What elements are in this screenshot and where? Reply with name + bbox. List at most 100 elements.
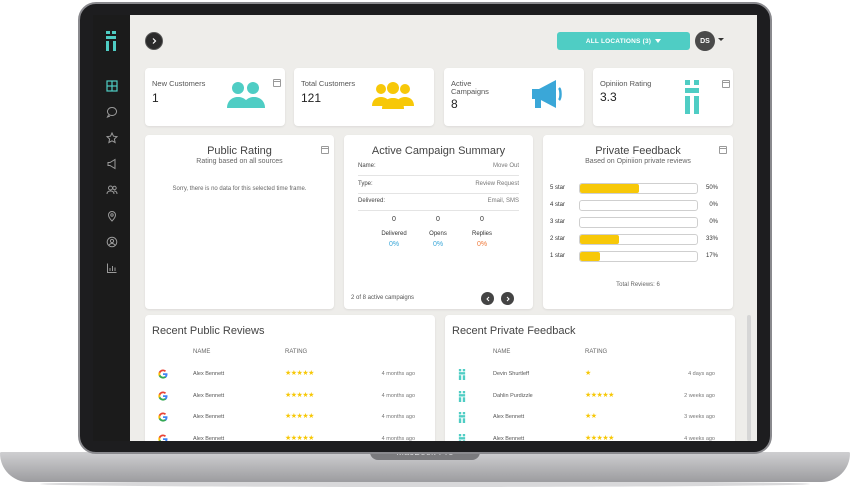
opiniion-logo-icon (458, 412, 468, 423)
reviewer-name: Dahlin Purdizzle (493, 392, 533, 399)
bar-percent: 50% (705, 185, 718, 191)
laptop-shadow (40, 481, 810, 487)
review-time: 2 weeks ago (684, 392, 715, 399)
sidebar-item-reviews[interactable] (93, 126, 130, 150)
collapse-sidebar-button[interactable] (145, 32, 163, 50)
campaign-row-name: Name: Move Out (358, 159, 519, 176)
table-row[interactable]: Alex Bennett ★★★★★ 4 months ago (145, 430, 435, 442)
opiniion-logo-icon[interactable] (104, 31, 118, 51)
reviewer-name: Alex Bennett (193, 414, 225, 420)
row-key: Name: (358, 163, 376, 169)
row-key: Type: (358, 181, 373, 187)
reviewer-name: Alex Bennett (193, 435, 225, 442)
opiniion-logo-icon (458, 369, 468, 380)
stat-card-active-campaigns: Active Campaigns 8 (444, 68, 584, 126)
opiniion-logo-icon (685, 80, 699, 114)
bar-percent: 0% (709, 202, 718, 208)
bar-percent: 0% (709, 219, 718, 225)
sidebar-item-reports[interactable] (93, 256, 130, 280)
user-circle-icon (106, 236, 117, 248)
chevron-right-icon (506, 296, 510, 301)
calendar-icon[interactable] (321, 146, 329, 154)
group-icon (372, 82, 414, 109)
next-campaign-button[interactable] (501, 292, 514, 305)
review-time: 4 months ago (381, 392, 415, 399)
campaign-pager-text: 2 of 8 active campaigns (351, 295, 415, 301)
avatar[interactable]: DS (695, 31, 715, 51)
metric-percent: 0% (388, 241, 400, 248)
top-bar: ALL LOCATIONS (3) DS (130, 15, 757, 67)
star-rating: ★★★★★ (285, 434, 314, 442)
calendar-icon[interactable] (722, 80, 730, 88)
reviewer-name: Devin Shurtleff (493, 371, 529, 377)
table-row[interactable]: Alex Bennett ★★★★★ 4 months ago (145, 387, 435, 408)
recent-public-reviews-panel: Recent Public Reviews NAME RATING Alex B… (145, 315, 435, 441)
calendar-icon[interactable] (719, 146, 727, 154)
row-key: Delivered: (358, 198, 386, 204)
star-rating: ★★★★★ (585, 434, 614, 442)
metric-label: Delivered (381, 231, 407, 237)
panel-title: Public Rating (207, 145, 272, 157)
empty-state-message: Sorry, there is no data for this selecte… (172, 186, 307, 192)
bar-label: 3 star (550, 219, 566, 225)
sidebar-item-campaigns[interactable] (93, 152, 130, 176)
bar-label: 1 star (550, 253, 566, 259)
prev-campaign-button[interactable] (481, 292, 494, 305)
panel-title: Recent Private Feedback (452, 325, 576, 337)
sidebar-item-profile[interactable] (93, 230, 130, 254)
campaign-row-type: Type: Review Request (358, 177, 519, 194)
star-rating: ★★★★★ (585, 391, 614, 399)
star-rating: ★★★★★ (285, 413, 314, 420)
stat-card-opiniion-rating: Opiniion Rating 3.3 (593, 68, 733, 126)
sidebar-item-locations[interactable] (93, 204, 130, 228)
table-row[interactable]: Alex Bennett ★★★★★ 4 months ago (145, 365, 435, 386)
chevron-right-icon (152, 38, 157, 44)
recent-private-feedback-panel: Recent Private Feedback NAME RATING Devi… (445, 315, 735, 441)
stat-value: 1 (152, 91, 159, 105)
column-header-rating: RATING (285, 349, 308, 355)
table-row[interactable]: Devin Shurtleff ★ 4 days ago (445, 365, 735, 386)
campaign-summary-panel: Active Campaign Summary Name: Move Out T… (344, 135, 533, 309)
stat-label: Active Campaigns (451, 79, 489, 96)
sidebar-item-customers[interactable] (93, 178, 130, 202)
sidebar-item-dashboard[interactable] (93, 74, 130, 98)
reviewer-name: Alex Bennett (493, 435, 525, 442)
table-row[interactable]: Alex Bennett ★★ 3 weeks ago (445, 408, 735, 429)
location-selector-label: ALL LOCATIONS (3) (585, 37, 652, 45)
public-rating-panel: Public Rating Rating based on all source… (145, 135, 334, 309)
avatar-menu-caret-icon[interactable] (718, 38, 724, 41)
table-row[interactable]: Alex Bennett ★★★★★ 4 months ago (145, 408, 435, 429)
opiniion-logo-icon (458, 390, 468, 402)
stat-value: 8 (451, 97, 458, 111)
location-pin-icon (107, 211, 116, 222)
bar-fill (580, 235, 619, 244)
star-rating: ★★★★★ (285, 370, 314, 377)
calendar-icon[interactable] (273, 79, 281, 87)
sidebar-item-messages[interactable] (93, 100, 130, 124)
users-icon (106, 185, 117, 195)
bar-fill (580, 252, 600, 261)
google-icon (158, 434, 168, 441)
laptop-notch (370, 452, 480, 460)
column-header-name: NAME (493, 349, 511, 355)
page-scrollbar[interactable] (747, 315, 751, 441)
star-icon (105, 132, 118, 144)
table-row[interactable]: Dahlin Purdizzle ★★★★★ 2 weeks ago (445, 387, 735, 408)
reviewer-name: Alex Bennett (493, 414, 525, 420)
bar-track (579, 217, 698, 228)
stat-label: Total Customers (301, 79, 356, 88)
campaign-row-delivered: Delivered: Email, SMS (358, 194, 519, 211)
app-screen: ALL LOCATIONS (3) DS New Customers 1 Tot… (93, 15, 757, 441)
bar-fill (580, 184, 639, 193)
metric-count: 0 (480, 216, 484, 223)
metric-label: Replies (471, 231, 492, 237)
panel-title: Active Campaign Summary (371, 145, 506, 157)
sidebar (93, 15, 130, 441)
chat-icon (105, 107, 117, 118)
table-row[interactable]: Alex Bennett ★★★★★ 4 weeks ago (445, 430, 735, 442)
metric-replies: 0 Replies 0% (462, 216, 502, 248)
panel-subtitle: Rating based on all sources (196, 158, 283, 165)
location-selector-button[interactable]: ALL LOCATIONS (3) (557, 32, 690, 50)
stat-card-total-customers: Total Customers 121 (294, 68, 434, 126)
